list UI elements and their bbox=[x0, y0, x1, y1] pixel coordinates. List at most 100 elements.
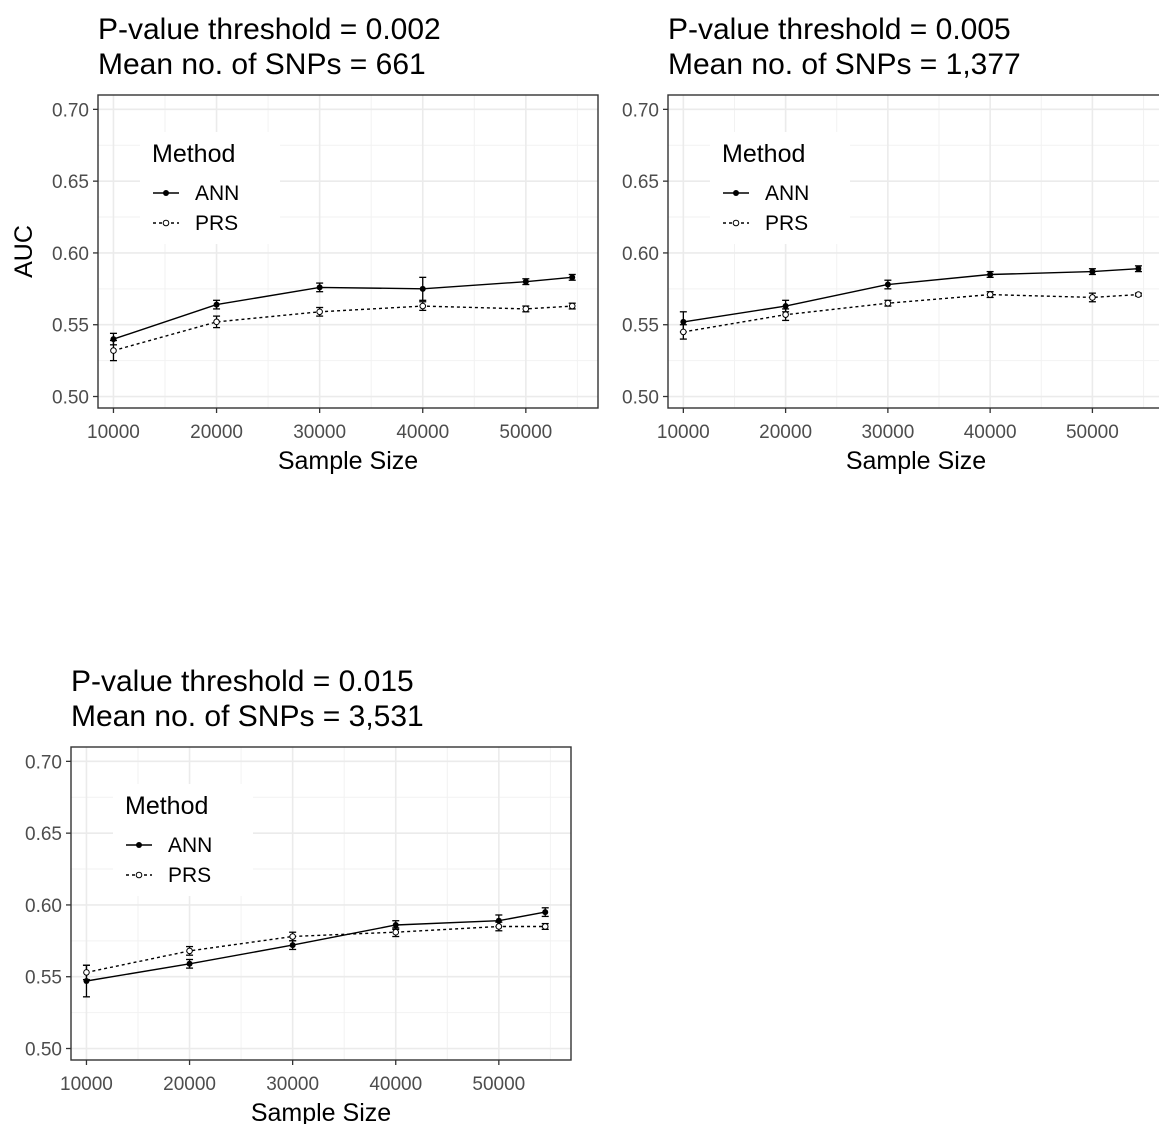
legend-title: Method bbox=[722, 140, 805, 168]
y-tick-label: 0.55 bbox=[622, 316, 659, 337]
chart-subtitle-line: Mean no. of SNPs = 661 bbox=[98, 48, 426, 81]
legend-title: Method bbox=[125, 792, 208, 820]
x-axis-title: Sample Size bbox=[278, 447, 418, 475]
chart-title: P-value threshold = 0.005 Mean no. of SN… bbox=[668, 12, 1021, 82]
chart-title-line: P-value threshold = 0.015 bbox=[71, 665, 414, 698]
plot-border bbox=[70, 746, 572, 1061]
series-line bbox=[86, 925, 546, 974]
data-point bbox=[316, 284, 323, 291]
plot-border bbox=[97, 94, 599, 409]
x-tick-label: 30000 bbox=[293, 422, 346, 443]
plot-area: Method ANN PRS 10000 20000 30000 40000 50000 0.5… bbox=[10, 94, 599, 475]
data-point bbox=[186, 947, 193, 955]
legend-key-point bbox=[136, 842, 142, 848]
x-tick-label: 10000 bbox=[60, 1074, 113, 1095]
data-point bbox=[213, 318, 220, 326]
data-point bbox=[680, 318, 687, 325]
data-point bbox=[542, 909, 549, 916]
data-point bbox=[392, 928, 400, 936]
x-tick-label: 40000 bbox=[396, 422, 449, 443]
data-point bbox=[110, 347, 117, 354]
legend-background bbox=[710, 132, 850, 244]
legend-label: ANN bbox=[765, 182, 809, 205]
x-tick-label: 50000 bbox=[1066, 422, 1119, 443]
series-ann bbox=[109, 273, 576, 346]
y-tick-label: 0.60 bbox=[622, 244, 659, 265]
x-tick-label: 20000 bbox=[190, 422, 243, 443]
data-point bbox=[680, 328, 687, 336]
data-point bbox=[316, 308, 323, 316]
x-tick-label: 30000 bbox=[266, 1074, 319, 1095]
x-axis-title: Sample Size bbox=[846, 447, 986, 475]
y-tick-label: 0.65 bbox=[25, 824, 62, 845]
legend-key-point bbox=[135, 871, 143, 879]
y-tick-label: 0.55 bbox=[52, 316, 89, 337]
x-tick-label: 40000 bbox=[369, 1074, 422, 1095]
x-tick-label: 50000 bbox=[472, 1074, 525, 1095]
series-line bbox=[683, 268, 1139, 323]
y-tick-label: 0.50 bbox=[52, 388, 89, 409]
series-prs bbox=[679, 291, 1142, 340]
data-point bbox=[419, 302, 427, 310]
data-point bbox=[568, 302, 576, 310]
data-point bbox=[1135, 265, 1142, 272]
chart-subtitle-line: Mean no. of SNPs = 3,531 bbox=[71, 700, 424, 733]
legend-title: Method bbox=[152, 140, 235, 168]
data-point bbox=[495, 923, 503, 930]
series-line bbox=[683, 293, 1139, 333]
legend-key-point bbox=[163, 190, 169, 196]
x-tick-label: 10000 bbox=[87, 422, 140, 443]
plot-border bbox=[667, 94, 1159, 409]
y-tick-label: 0.60 bbox=[25, 896, 62, 917]
y-axis-title: AUC bbox=[10, 225, 38, 278]
data-point bbox=[986, 291, 994, 298]
legend: Method ANN PRS bbox=[113, 784, 253, 896]
data-point bbox=[884, 299, 892, 307]
data-point bbox=[1135, 291, 1142, 298]
chart-title: P-value threshold = 0.015 Mean no. of SN… bbox=[71, 664, 424, 734]
data-point bbox=[392, 922, 399, 929]
data-point bbox=[289, 942, 296, 949]
legend-background bbox=[113, 784, 253, 896]
data-point bbox=[186, 960, 193, 967]
data-point bbox=[987, 271, 994, 278]
legend-key-point bbox=[732, 219, 740, 227]
series-line bbox=[113, 276, 573, 340]
y-tick-label: 0.65 bbox=[52, 172, 89, 193]
series-prs bbox=[109, 301, 576, 362]
legend-label: ANN bbox=[195, 182, 239, 205]
legend: Method ANN PRS bbox=[140, 132, 280, 244]
y-tick-label: 0.70 bbox=[52, 100, 89, 121]
legend-background bbox=[140, 132, 280, 244]
plot-area: Method ANN PRS 10000 20000 30000 40000 50000 0.5… bbox=[25, 746, 572, 1124]
y-tick-label: 0.70 bbox=[25, 752, 62, 773]
data-point bbox=[419, 285, 426, 292]
chart-title-line: P-value threshold = 0.002 bbox=[98, 13, 441, 46]
legend-label: PRS bbox=[765, 212, 808, 235]
data-point bbox=[522, 305, 530, 313]
data-point bbox=[569, 274, 576, 281]
x-tick-label: 20000 bbox=[163, 1074, 216, 1095]
y-tick-label: 0.50 bbox=[622, 388, 659, 409]
data-point bbox=[1089, 268, 1096, 275]
y-tick-label: 0.50 bbox=[25, 1040, 62, 1061]
chart-subtitle-line: Mean no. of SNPs = 1,377 bbox=[668, 48, 1021, 81]
y-tick-label: 0.70 bbox=[622, 100, 659, 121]
series-ann bbox=[679, 265, 1142, 333]
x-tick-label: 30000 bbox=[861, 422, 914, 443]
legend-key-point bbox=[162, 219, 170, 227]
data-point bbox=[541, 923, 549, 930]
plot-area: Method ANN PRS 10000 20000 30000 40000 50000 0.5… bbox=[622, 94, 1159, 475]
chart-title: P-value threshold = 0.002 Mean no. of SN… bbox=[98, 12, 441, 82]
legend-label: PRS bbox=[195, 212, 238, 235]
data-point bbox=[782, 303, 789, 310]
data-point bbox=[884, 281, 891, 288]
legend: Method ANN PRS bbox=[710, 132, 850, 244]
x-tick-label: 20000 bbox=[759, 422, 812, 443]
data-point bbox=[289, 933, 296, 940]
x-tick-label: 10000 bbox=[657, 422, 710, 443]
x-tick-label: 50000 bbox=[499, 422, 552, 443]
